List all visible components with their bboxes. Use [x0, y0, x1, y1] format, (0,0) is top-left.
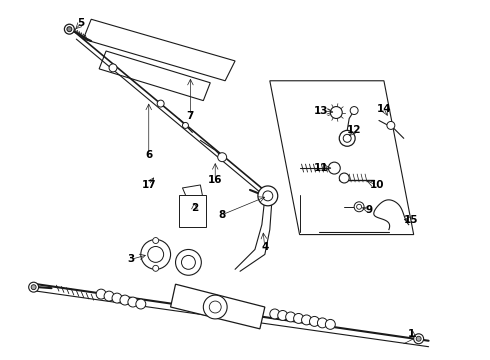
Circle shape — [294, 314, 303, 323]
Circle shape — [328, 162, 340, 174]
Text: 12: 12 — [347, 125, 362, 135]
Circle shape — [387, 121, 395, 129]
Circle shape — [270, 309, 280, 319]
Circle shape — [153, 265, 159, 271]
Polygon shape — [83, 19, 235, 81]
Text: 15: 15 — [403, 215, 418, 225]
Circle shape — [148, 247, 164, 262]
Text: 17: 17 — [142, 180, 156, 190]
Text: 16: 16 — [208, 175, 222, 185]
Polygon shape — [99, 51, 210, 100]
Circle shape — [120, 295, 130, 305]
Circle shape — [136, 299, 146, 309]
Text: 9: 9 — [366, 205, 372, 215]
Text: 7: 7 — [187, 111, 194, 121]
Text: 5: 5 — [77, 18, 85, 28]
Circle shape — [286, 312, 295, 322]
Circle shape — [29, 282, 39, 292]
Circle shape — [354, 202, 364, 212]
Circle shape — [278, 310, 288, 320]
Circle shape — [301, 315, 312, 325]
Circle shape — [258, 186, 278, 206]
Circle shape — [414, 334, 424, 344]
Circle shape — [339, 173, 349, 183]
Circle shape — [112, 293, 122, 303]
Circle shape — [339, 130, 355, 146]
Circle shape — [96, 289, 106, 299]
Circle shape — [218, 153, 227, 162]
Circle shape — [182, 122, 189, 129]
Circle shape — [325, 319, 335, 329]
Text: 14: 14 — [377, 104, 391, 113]
Circle shape — [64, 24, 74, 34]
Circle shape — [350, 107, 358, 114]
Circle shape — [318, 318, 327, 328]
Polygon shape — [270, 81, 414, 235]
Circle shape — [343, 134, 351, 142]
Text: 10: 10 — [370, 180, 384, 190]
Circle shape — [330, 107, 342, 118]
Circle shape — [104, 291, 114, 301]
Text: 13: 13 — [314, 105, 329, 116]
Circle shape — [181, 255, 196, 269]
Text: 3: 3 — [127, 255, 135, 264]
Polygon shape — [171, 284, 265, 329]
Text: 1: 1 — [408, 329, 416, 339]
Circle shape — [310, 316, 319, 327]
Circle shape — [153, 238, 159, 243]
Circle shape — [31, 285, 36, 290]
Circle shape — [157, 100, 164, 107]
Text: 2: 2 — [191, 203, 198, 213]
Circle shape — [416, 336, 421, 341]
Circle shape — [67, 27, 72, 32]
Circle shape — [128, 297, 138, 307]
Text: 4: 4 — [261, 243, 269, 252]
Circle shape — [203, 295, 227, 319]
Circle shape — [209, 301, 221, 313]
Circle shape — [109, 64, 117, 72]
Circle shape — [263, 191, 273, 201]
Text: 8: 8 — [219, 210, 226, 220]
Circle shape — [141, 239, 171, 269]
Circle shape — [175, 249, 201, 275]
Text: 11: 11 — [314, 163, 329, 173]
Circle shape — [357, 204, 362, 209]
Text: 6: 6 — [145, 150, 152, 160]
Bar — [178, 195, 206, 227]
